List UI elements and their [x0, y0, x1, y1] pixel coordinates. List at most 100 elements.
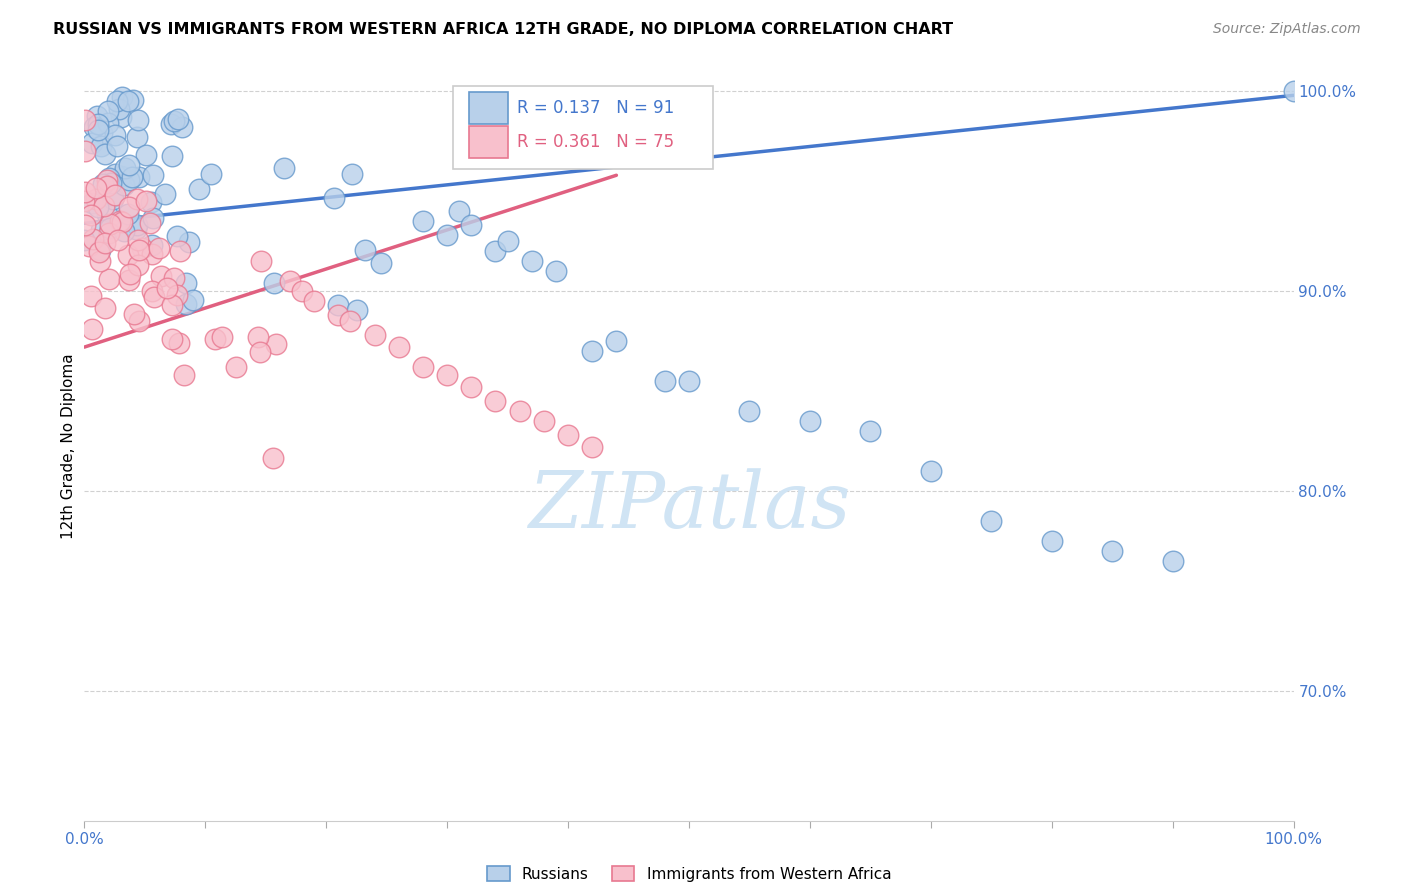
Point — [160, 149, 183, 163]
Point — [117, 247, 139, 261]
Point — [291, 284, 314, 298]
Point — [460, 380, 482, 394]
Point — [605, 334, 627, 348]
Point — [581, 344, 603, 359]
Point — [125, 222, 148, 236]
Point — [412, 360, 434, 375]
Text: ZIPatlas: ZIPatlas — [527, 467, 851, 544]
Point — [94, 147, 117, 161]
Point — [166, 287, 188, 301]
Point — [89, 253, 111, 268]
Point — [225, 359, 247, 374]
Point — [128, 244, 150, 258]
Point — [86, 109, 108, 123]
Point — [449, 204, 471, 219]
Point — [96, 178, 118, 193]
Point — [1161, 554, 1184, 568]
Point — [96, 172, 118, 186]
Point — [110, 110, 132, 124]
Point — [135, 194, 157, 208]
Point — [1040, 533, 1063, 548]
Point — [84, 192, 107, 206]
Point — [326, 298, 349, 312]
Point — [75, 186, 97, 200]
Point — [118, 172, 141, 186]
Point — [124, 307, 146, 321]
Point — [169, 244, 191, 259]
Point — [108, 103, 131, 117]
Point — [112, 178, 135, 192]
Text: R = 0.361   N = 75: R = 0.361 N = 75 — [517, 133, 675, 151]
Point — [339, 314, 361, 328]
Point — [117, 207, 139, 221]
Point — [177, 235, 200, 250]
Point — [142, 168, 165, 182]
Point — [89, 244, 111, 259]
Point — [167, 336, 190, 351]
Point — [90, 126, 112, 140]
Point — [174, 276, 197, 290]
Point — [980, 514, 1002, 528]
Point — [110, 169, 132, 183]
Point — [104, 188, 127, 202]
Point — [654, 374, 676, 388]
Point — [273, 161, 295, 175]
Point — [141, 247, 163, 261]
Point — [302, 294, 325, 309]
Point — [346, 302, 368, 317]
Point — [163, 114, 186, 128]
Point — [73, 233, 96, 247]
Point — [557, 428, 579, 442]
Point — [370, 256, 392, 270]
Point — [103, 192, 125, 206]
Point — [484, 244, 506, 259]
Point — [111, 90, 134, 104]
Point — [89, 243, 111, 257]
Point — [211, 330, 233, 344]
Point — [156, 281, 179, 295]
Point — [75, 218, 97, 232]
Point — [117, 273, 139, 287]
Point — [128, 170, 150, 185]
Point — [250, 253, 273, 268]
Point — [87, 200, 110, 214]
Point — [148, 241, 170, 255]
Point — [97, 104, 120, 119]
Point — [460, 218, 482, 232]
Point — [97, 170, 120, 185]
Point — [167, 112, 190, 126]
Point — [166, 229, 188, 244]
Point — [159, 117, 181, 131]
Point — [100, 176, 122, 190]
Point — [363, 328, 385, 343]
Point — [188, 182, 211, 196]
Point — [149, 268, 172, 283]
Point — [97, 272, 120, 286]
Point — [73, 194, 96, 208]
Point — [90, 139, 112, 153]
FancyBboxPatch shape — [468, 126, 508, 158]
Point — [520, 254, 543, 268]
Point — [117, 94, 139, 108]
Point — [105, 138, 128, 153]
Text: R = 0.137   N = 91: R = 0.137 N = 91 — [517, 99, 675, 117]
Point — [162, 297, 184, 311]
Point — [799, 414, 821, 428]
FancyBboxPatch shape — [453, 87, 713, 169]
Point — [127, 112, 149, 127]
Point — [141, 285, 163, 299]
Point — [388, 340, 411, 354]
Point — [125, 192, 148, 206]
Point — [98, 227, 121, 241]
Point — [139, 216, 162, 230]
Point — [121, 170, 143, 185]
Point — [249, 344, 271, 359]
Point — [128, 314, 150, 328]
Point — [496, 234, 519, 248]
Text: RUSSIAN VS IMMIGRANTS FROM WESTERN AFRICA 12TH GRADE, NO DIPLOMA CORRELATION CHA: RUSSIAN VS IMMIGRANTS FROM WESTERN AFRIC… — [53, 22, 953, 37]
Point — [105, 94, 128, 108]
Point — [135, 148, 157, 162]
Point — [1282, 84, 1305, 98]
Point — [87, 117, 110, 131]
Point — [920, 464, 942, 478]
